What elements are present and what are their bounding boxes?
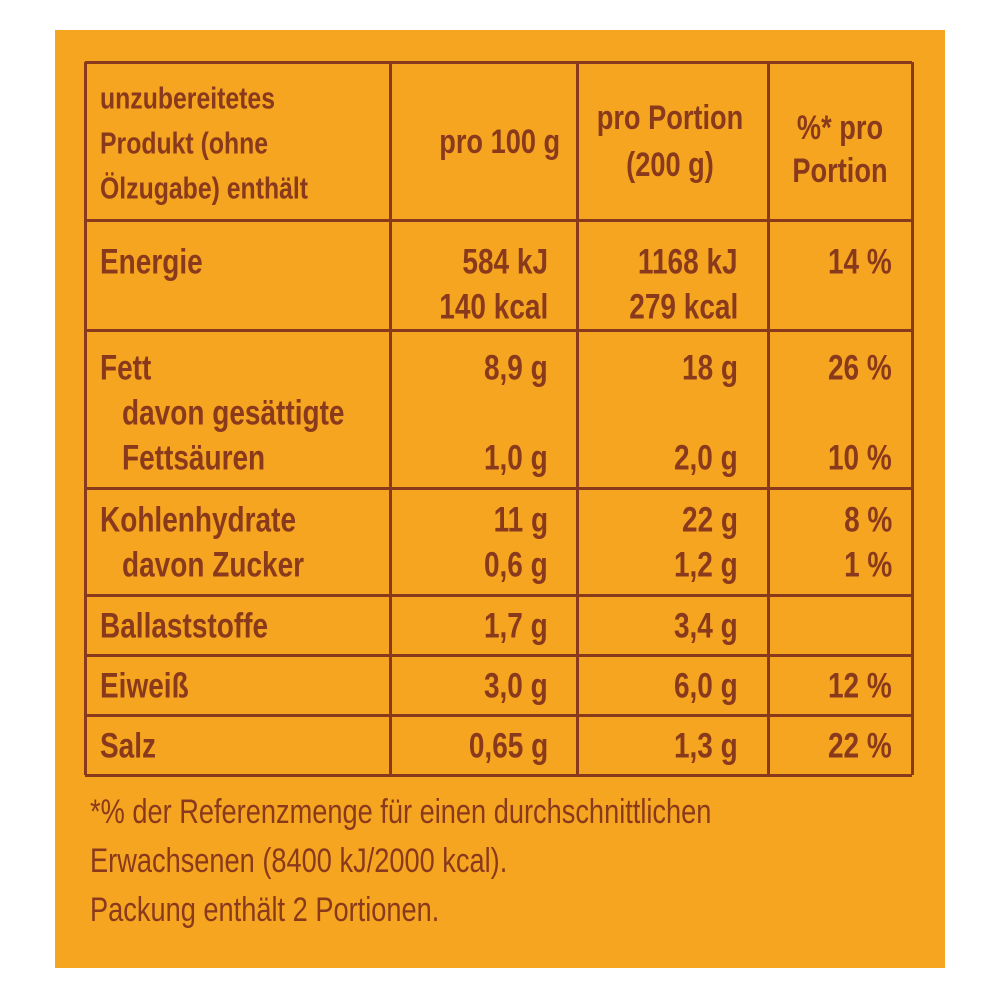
header-text: (200 g)	[626, 146, 714, 184]
row-value: 10 %	[828, 438, 892, 478]
table-rule	[85, 60, 912, 64]
row-label: davon Zucker	[122, 545, 305, 585]
table-rule	[85, 593, 912, 597]
table-rule	[575, 62, 579, 775]
header-text: Ölzugabe) enthält	[100, 170, 309, 206]
row-label: Eiweiß	[100, 666, 189, 706]
header-text: pro 100 g	[439, 123, 560, 161]
footnote: *% der Referenzmenge für einen durchschn…	[90, 793, 712, 831]
row-value: 14 %	[828, 242, 892, 282]
table-rule	[85, 328, 912, 332]
row-value: 8 %	[843, 500, 892, 540]
row-value: 0,6 g	[484, 545, 548, 585]
row-value: 0,65 g	[468, 726, 548, 766]
row-label: Fettsäuren	[122, 438, 266, 478]
header-text: %* pro	[796, 109, 884, 147]
row-value: 2,0 g	[674, 438, 738, 478]
header-text: Produkt (ohne	[100, 125, 269, 161]
row-value: 18 g	[681, 348, 738, 388]
table-rule	[910, 62, 914, 775]
table-rule	[388, 62, 392, 775]
row-value: 6,0 g	[674, 666, 738, 706]
row-label: Fett	[100, 348, 152, 388]
label-panel	[55, 30, 945, 968]
header-text: unzubereitetes	[100, 80, 276, 116]
row-value: 1168 kJ	[638, 242, 738, 282]
table-rule	[83, 62, 87, 775]
footnote: Packung enthält 2 Portionen.	[90, 891, 440, 929]
row-value: 1,7 g	[484, 606, 548, 646]
row-label: Kohlenhydrate	[100, 500, 297, 540]
row-value: 1,3 g	[674, 726, 738, 766]
table-rule	[85, 713, 912, 717]
row-value: 26 %	[828, 348, 892, 388]
header-text: Portion	[792, 152, 888, 190]
row-value: 12 %	[828, 666, 892, 706]
row-label: Energie	[100, 242, 203, 282]
row-label: davon gesättigte	[122, 393, 345, 433]
row-value: 11 g	[493, 500, 548, 540]
row-value: 8,9 g	[484, 348, 548, 388]
row-label: Salz	[100, 726, 157, 766]
row-value: 1,2 g	[674, 545, 738, 585]
table-rule	[85, 486, 912, 490]
row-value: 1,0 g	[484, 438, 548, 478]
row-label: Ballaststoffe	[100, 606, 269, 646]
row-value: 279 kcal	[629, 287, 738, 327]
row-value: 22 g	[681, 500, 738, 540]
row-value: 140 kcal	[439, 287, 548, 327]
footnote: Erwachsenen (8400 kJ/2000 kcal).	[90, 842, 508, 880]
row-value: 1 %	[843, 545, 892, 585]
table-rule	[85, 773, 912, 777]
row-value: 22 %	[828, 726, 892, 766]
row-value: 3,4 g	[674, 606, 738, 646]
table-rule	[85, 653, 912, 657]
header-text: pro Portion	[596, 99, 744, 137]
row-value: 3,0 g	[484, 666, 548, 706]
table-rule	[766, 62, 770, 775]
row-value: 584 kJ	[462, 242, 548, 282]
table-rule	[85, 218, 912, 222]
